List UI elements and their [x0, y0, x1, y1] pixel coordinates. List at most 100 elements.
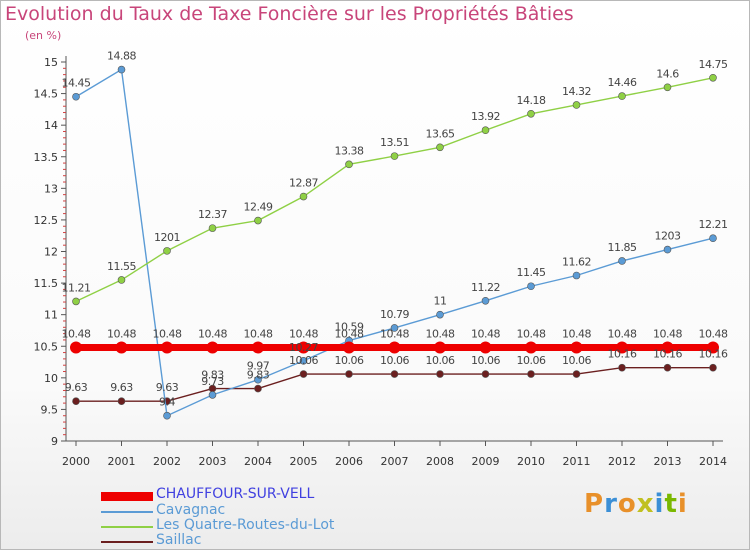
legend-swatch — [101, 511, 153, 513]
data-label: 10.48 — [471, 328, 500, 341]
legend-swatch — [101, 541, 153, 543]
data-label: 10.48 — [380, 328, 409, 341]
data-point — [572, 370, 581, 378]
data-point — [163, 411, 171, 420]
data-point — [299, 370, 308, 378]
data-label: 9.97 — [247, 360, 270, 373]
data-label: 10.48 — [289, 328, 318, 341]
data-label: 11.62 — [562, 256, 591, 269]
data-label: 10.48 — [653, 328, 682, 341]
data-point — [72, 397, 80, 406]
y-tick-label: 14.5 — [34, 88, 59, 101]
data-label: 13.92 — [471, 110, 500, 123]
data-label: 10.16 — [608, 348, 637, 361]
data-point — [479, 341, 492, 354]
y-tick-label: 9 — [51, 435, 58, 448]
data-label: 14.46 — [608, 76, 637, 89]
data-point — [481, 370, 490, 378]
data-label: 9.73 — [201, 375, 224, 388]
data-label: 13.51 — [380, 136, 409, 149]
data-point — [616, 341, 628, 354]
data-point — [206, 341, 219, 354]
data-label: 9.4 — [159, 396, 175, 409]
data-label: 12.21 — [699, 218, 728, 231]
data-point — [299, 192, 308, 201]
data-point — [390, 152, 399, 160]
data-point — [434, 341, 446, 354]
data-point — [252, 341, 264, 354]
y-tick-label: 15 — [44, 56, 58, 69]
data-point — [618, 257, 626, 265]
y-tick-label: 11 — [44, 309, 58, 322]
x-tick-label: 2001 — [108, 455, 136, 468]
y-tick-label: 14 — [44, 119, 58, 132]
data-label: 14.6 — [656, 67, 679, 80]
data-label: 9.83 — [247, 369, 270, 382]
y-tick-label: 11.5 — [34, 277, 59, 290]
data-point — [343, 341, 355, 354]
data-label: 10.06 — [426, 354, 455, 367]
x-tick-label: 2006 — [335, 455, 363, 468]
data-label: 10.06 — [562, 354, 591, 367]
data-point — [663, 363, 672, 372]
data-point — [117, 276, 126, 284]
data-point — [345, 370, 353, 378]
logo-letter: i — [677, 489, 688, 519]
x-tick-label: 2007 — [381, 455, 409, 468]
data-label: 10.06 — [289, 354, 318, 367]
logo-letter: o — [617, 489, 637, 519]
data-point — [70, 341, 82, 354]
y-tick-label: 13 — [44, 182, 58, 195]
data-point — [436, 370, 444, 378]
data-point — [254, 375, 262, 384]
data-point — [436, 310, 444, 319]
data-label: 13.38 — [335, 144, 364, 157]
data-point — [572, 271, 581, 280]
data-label: 11.21 — [62, 281, 91, 294]
data-label: 10.48 — [699, 328, 728, 341]
data-label: 10.48 — [608, 328, 637, 341]
data-point — [618, 92, 626, 100]
data-label: 11.22 — [471, 281, 500, 294]
x-tick-label: 2014 — [699, 455, 727, 468]
y-tick-label: 9.5 — [41, 403, 59, 416]
y-tick-label: 10.5 — [34, 340, 59, 353]
data-label: 9.83 — [201, 369, 224, 382]
data-point — [163, 247, 171, 255]
x-tick-label: 2011 — [563, 455, 591, 468]
legend-label: Saillac — [156, 532, 202, 548]
data-point — [618, 363, 626, 372]
data-point — [663, 83, 672, 92]
data-point — [115, 341, 128, 354]
data-point — [208, 391, 217, 399]
data-point — [390, 324, 399, 332]
y-tick-label: 13.5 — [34, 151, 59, 164]
data-point — [299, 356, 308, 365]
data-label: 11.45 — [517, 266, 546, 279]
data-label: 10.48 — [107, 328, 136, 341]
data-label: 10.79 — [380, 308, 409, 321]
x-tick-label: 2009 — [472, 455, 500, 468]
data-label: 10.06 — [335, 354, 364, 367]
data-point — [525, 341, 537, 354]
data-point — [161, 341, 173, 354]
data-point — [663, 245, 672, 254]
data-label: 9.63 — [65, 381, 88, 394]
data-point — [117, 397, 126, 406]
data-point — [570, 341, 583, 354]
data-point — [388, 341, 401, 354]
data-point — [661, 341, 674, 354]
data-label: 14.75 — [699, 58, 728, 71]
logo-letter: t — [664, 489, 678, 519]
y-tick-label: 12.5 — [34, 214, 59, 227]
data-point — [481, 126, 490, 135]
data-point — [72, 92, 80, 101]
data-label: 1203 — [655, 230, 681, 243]
proxiti-logo: Proxiti — [584, 489, 688, 519]
logo-letter: i — [654, 489, 665, 519]
data-label: 1201 — [154, 231, 180, 244]
data-label: 14.88 — [107, 50, 136, 63]
data-point — [436, 143, 444, 152]
data-label: 10.48 — [244, 328, 273, 341]
data-label: 12.87 — [289, 177, 318, 190]
